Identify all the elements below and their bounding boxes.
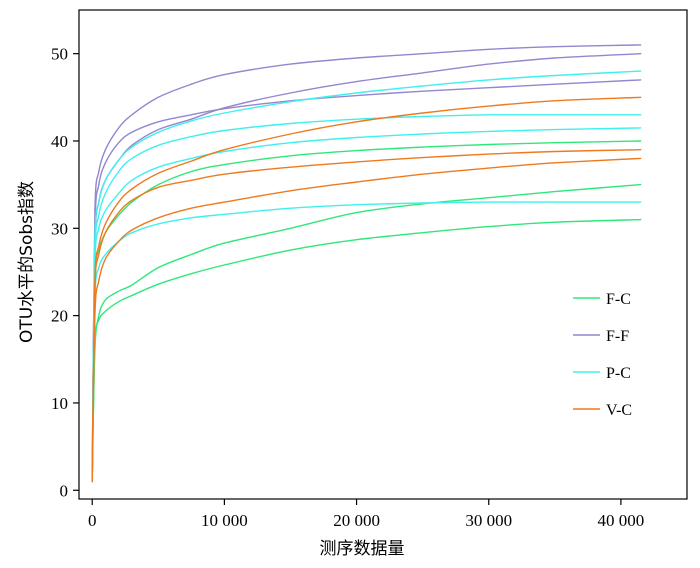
x-tick-label: 40 000 — [598, 511, 645, 530]
x-axis-title: 测序数据量 — [320, 539, 405, 559]
y-axis-title: OTU水平的Sobs指数 — [17, 181, 37, 343]
curves-group — [91, 44, 642, 483]
legend-label-f-f: F-F — [606, 328, 629, 345]
y-tick-label: 40 — [51, 132, 68, 151]
x-tick-label: 30 000 — [465, 511, 512, 530]
x-tick-label: 0 — [88, 511, 97, 530]
x-tick-label: 10 000 — [201, 511, 248, 530]
series-line-p-c-9 — [91, 70, 642, 483]
series-line-p-c-7 — [91, 127, 642, 483]
legend: F-C F-F P-C V-C — [573, 291, 632, 419]
y-tick-label: 30 — [51, 219, 68, 238]
series-line-p-c-8 — [91, 201, 642, 483]
series-line-v-c-12 — [91, 149, 642, 483]
y-axis: 0 10 20 30 40 50 — [51, 45, 79, 500]
y-tick-label: 20 — [51, 307, 68, 326]
series-line-f-f-5 — [91, 79, 642, 483]
series-line-v-c-13 — [91, 96, 642, 483]
y-tick-label: 0 — [60, 481, 69, 500]
series-line-v-c-11 — [91, 157, 642, 483]
series-line-f-c-1 — [91, 183, 642, 483]
plot-frame — [78, 9, 688, 500]
x-axis: 0 10 000 20 000 30 000 40 000 — [88, 499, 644, 530]
series-line-p-c-10 — [91, 114, 642, 483]
series-line-f-c-2 — [91, 218, 642, 483]
legend-label-f-c: F-C — [606, 291, 631, 308]
series-line-f-c-3 — [91, 140, 642, 483]
y-tick-label: 10 — [51, 394, 68, 413]
series-line-f-f-4 — [91, 44, 642, 483]
x-tick-label: 20 000 — [333, 511, 380, 530]
legend-label-p-c: P-C — [606, 365, 631, 382]
legend-label-v-c: V-C — [606, 402, 632, 419]
y-tick-label: 50 — [51, 45, 68, 64]
